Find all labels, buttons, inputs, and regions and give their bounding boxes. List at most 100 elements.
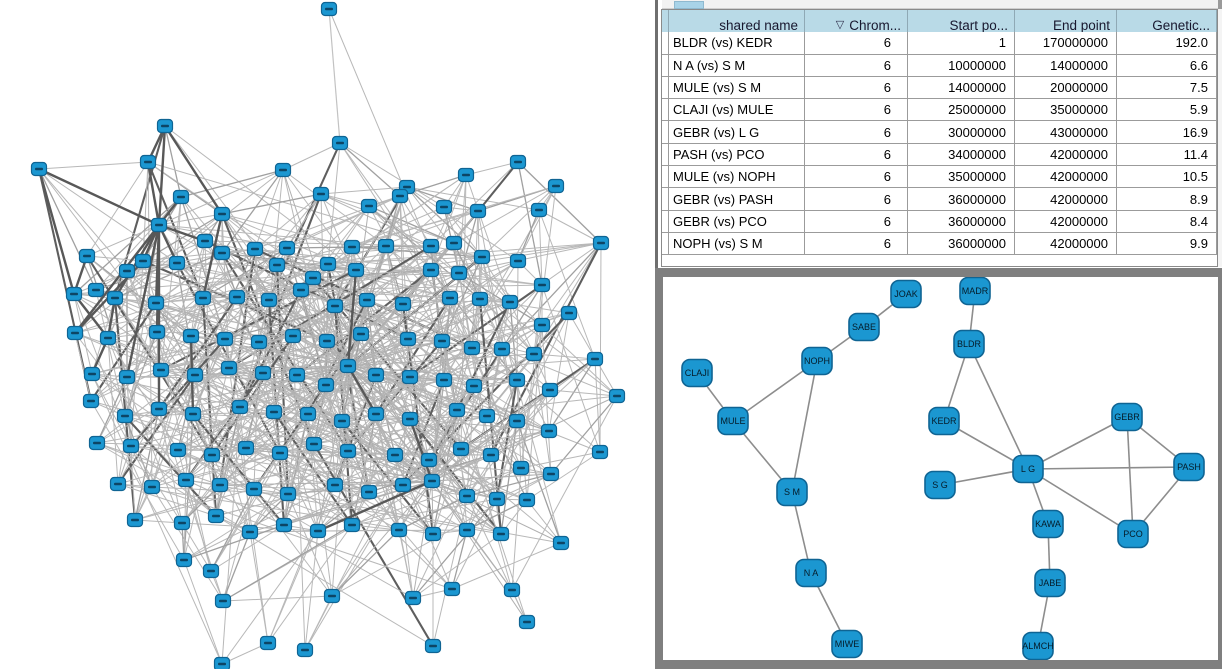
network-node-claji[interactable]: CLAJI [681, 358, 713, 388]
network-node-pco[interactable]: PCO [1117, 519, 1149, 549]
network-node[interactable] [296, 642, 314, 658]
network-node[interactable] [347, 262, 365, 278]
table-cell[interactable]: 36000000 [908, 232, 1015, 256]
network-node[interactable] [360, 484, 378, 500]
network-node[interactable] [168, 255, 186, 271]
network-node[interactable] [116, 408, 134, 424]
network-node[interactable] [367, 367, 385, 383]
network-node[interactable] [533, 317, 551, 333]
network-node-miwe[interactable]: MIWE [831, 629, 863, 659]
network-node[interactable] [401, 411, 419, 427]
network-node[interactable] [320, 1, 338, 17]
table-cell[interactable]: 14000000 [1015, 54, 1117, 77]
network-node-bldr[interactable]: BLDR [953, 329, 985, 359]
network-node[interactable] [196, 233, 214, 249]
table-cell[interactable]: 6 [805, 99, 908, 122]
table-cell[interactable]: GEBR (vs) L G [669, 121, 805, 144]
network-node[interactable] [423, 473, 441, 489]
network-node[interactable] [508, 372, 526, 388]
table-cell[interactable]: 30000000 [908, 121, 1015, 144]
table-cell[interactable]: 6 [805, 32, 908, 55]
network-node[interactable] [512, 460, 530, 476]
network-node[interactable] [435, 372, 453, 388]
network-node[interactable] [318, 333, 336, 349]
network-node[interactable] [312, 186, 330, 202]
network-node[interactable] [552, 535, 570, 551]
network-node[interactable] [271, 445, 289, 461]
horizontal-scrollbar[interactable] [662, 0, 1218, 9]
network-node[interactable] [450, 265, 468, 281]
network-node[interactable] [399, 331, 417, 347]
network-node-pash[interactable]: PASH [1173, 452, 1205, 482]
network-node[interactable] [65, 286, 83, 302]
network-node[interactable] [106, 290, 124, 306]
table-cell[interactable]: 6 [805, 188, 908, 211]
table-cell[interactable]: 6 [805, 210, 908, 233]
network-node[interactable] [118, 369, 136, 385]
network-node[interactable] [323, 588, 341, 604]
network-node[interactable] [547, 178, 565, 194]
network-node[interactable] [424, 526, 442, 542]
network-node[interactable] [457, 167, 475, 183]
network-node[interactable] [228, 289, 246, 305]
network-node[interactable] [231, 399, 249, 415]
network-node[interactable] [99, 330, 117, 346]
table-cell[interactable]: GEBR (vs) PCO [669, 210, 805, 233]
network-node[interactable] [326, 298, 344, 314]
network-node[interactable] [274, 162, 292, 178]
network-node[interactable] [540, 423, 558, 439]
network-node[interactable] [156, 118, 174, 134]
network-node[interactable] [518, 614, 536, 630]
table-cell[interactable]: 20000000 [1015, 76, 1117, 100]
network-node[interactable] [333, 413, 351, 429]
network-node[interactable] [394, 296, 412, 312]
network-node[interactable] [88, 435, 106, 451]
network-node[interactable] [458, 522, 476, 538]
network-node[interactable] [508, 413, 526, 429]
table-cell[interactable]: 6 [805, 166, 908, 189]
network-node[interactable] [126, 512, 144, 528]
network-node[interactable] [401, 369, 419, 385]
network-node[interactable] [214, 593, 232, 609]
network-node-kawa[interactable]: KAWA [1032, 509, 1064, 539]
table-cell[interactable]: 10000000 [908, 54, 1015, 77]
network-node[interactable] [87, 282, 105, 298]
network-node[interactable] [445, 235, 463, 251]
network-node[interactable] [66, 325, 84, 341]
network-node[interactable] [268, 257, 286, 273]
network-node[interactable] [339, 443, 357, 459]
table-cell[interactable]: 192.0 [1117, 32, 1217, 55]
network-node[interactable] [241, 524, 259, 540]
network-node[interactable] [360, 198, 378, 214]
network-node[interactable] [177, 472, 195, 488]
network-node[interactable] [152, 362, 170, 378]
vertical-scrollbar[interactable] [1218, 0, 1222, 267]
network-node[interactable] [194, 290, 212, 306]
network-node[interactable] [530, 202, 548, 218]
network-node[interactable] [250, 334, 268, 350]
network-node[interactable] [471, 291, 489, 307]
table-cell[interactable]: 7.5 [1117, 76, 1217, 100]
table-cell[interactable]: 36000000 [908, 188, 1015, 211]
table-cell[interactable]: 16.9 [1117, 121, 1217, 144]
network-node[interactable] [331, 135, 349, 151]
network-node[interactable] [458, 488, 476, 504]
network-node[interactable] [592, 235, 610, 251]
network-node[interactable] [367, 406, 385, 422]
network-node-kedr[interactable]: KEDR [928, 406, 960, 436]
network-node[interactable] [292, 282, 310, 298]
network-node[interactable] [473, 249, 491, 265]
large-network-canvas[interactable] [0, 0, 655, 669]
network-node[interactable] [352, 326, 370, 342]
network-node[interactable] [82, 393, 100, 409]
scrollbar-thumb[interactable] [674, 1, 704, 9]
network-node[interactable] [139, 154, 157, 170]
table-cell[interactable]: 34000000 [908, 143, 1015, 167]
network-node[interactable] [339, 358, 357, 374]
table-cell[interactable]: 35000000 [1015, 99, 1117, 122]
network-node[interactable] [317, 377, 335, 393]
table-cell[interactable]: 43000000 [1015, 121, 1117, 144]
network-node[interactable] [118, 263, 136, 279]
network-node-mule[interactable]: MULE [717, 406, 749, 436]
network-node[interactable] [463, 340, 481, 356]
